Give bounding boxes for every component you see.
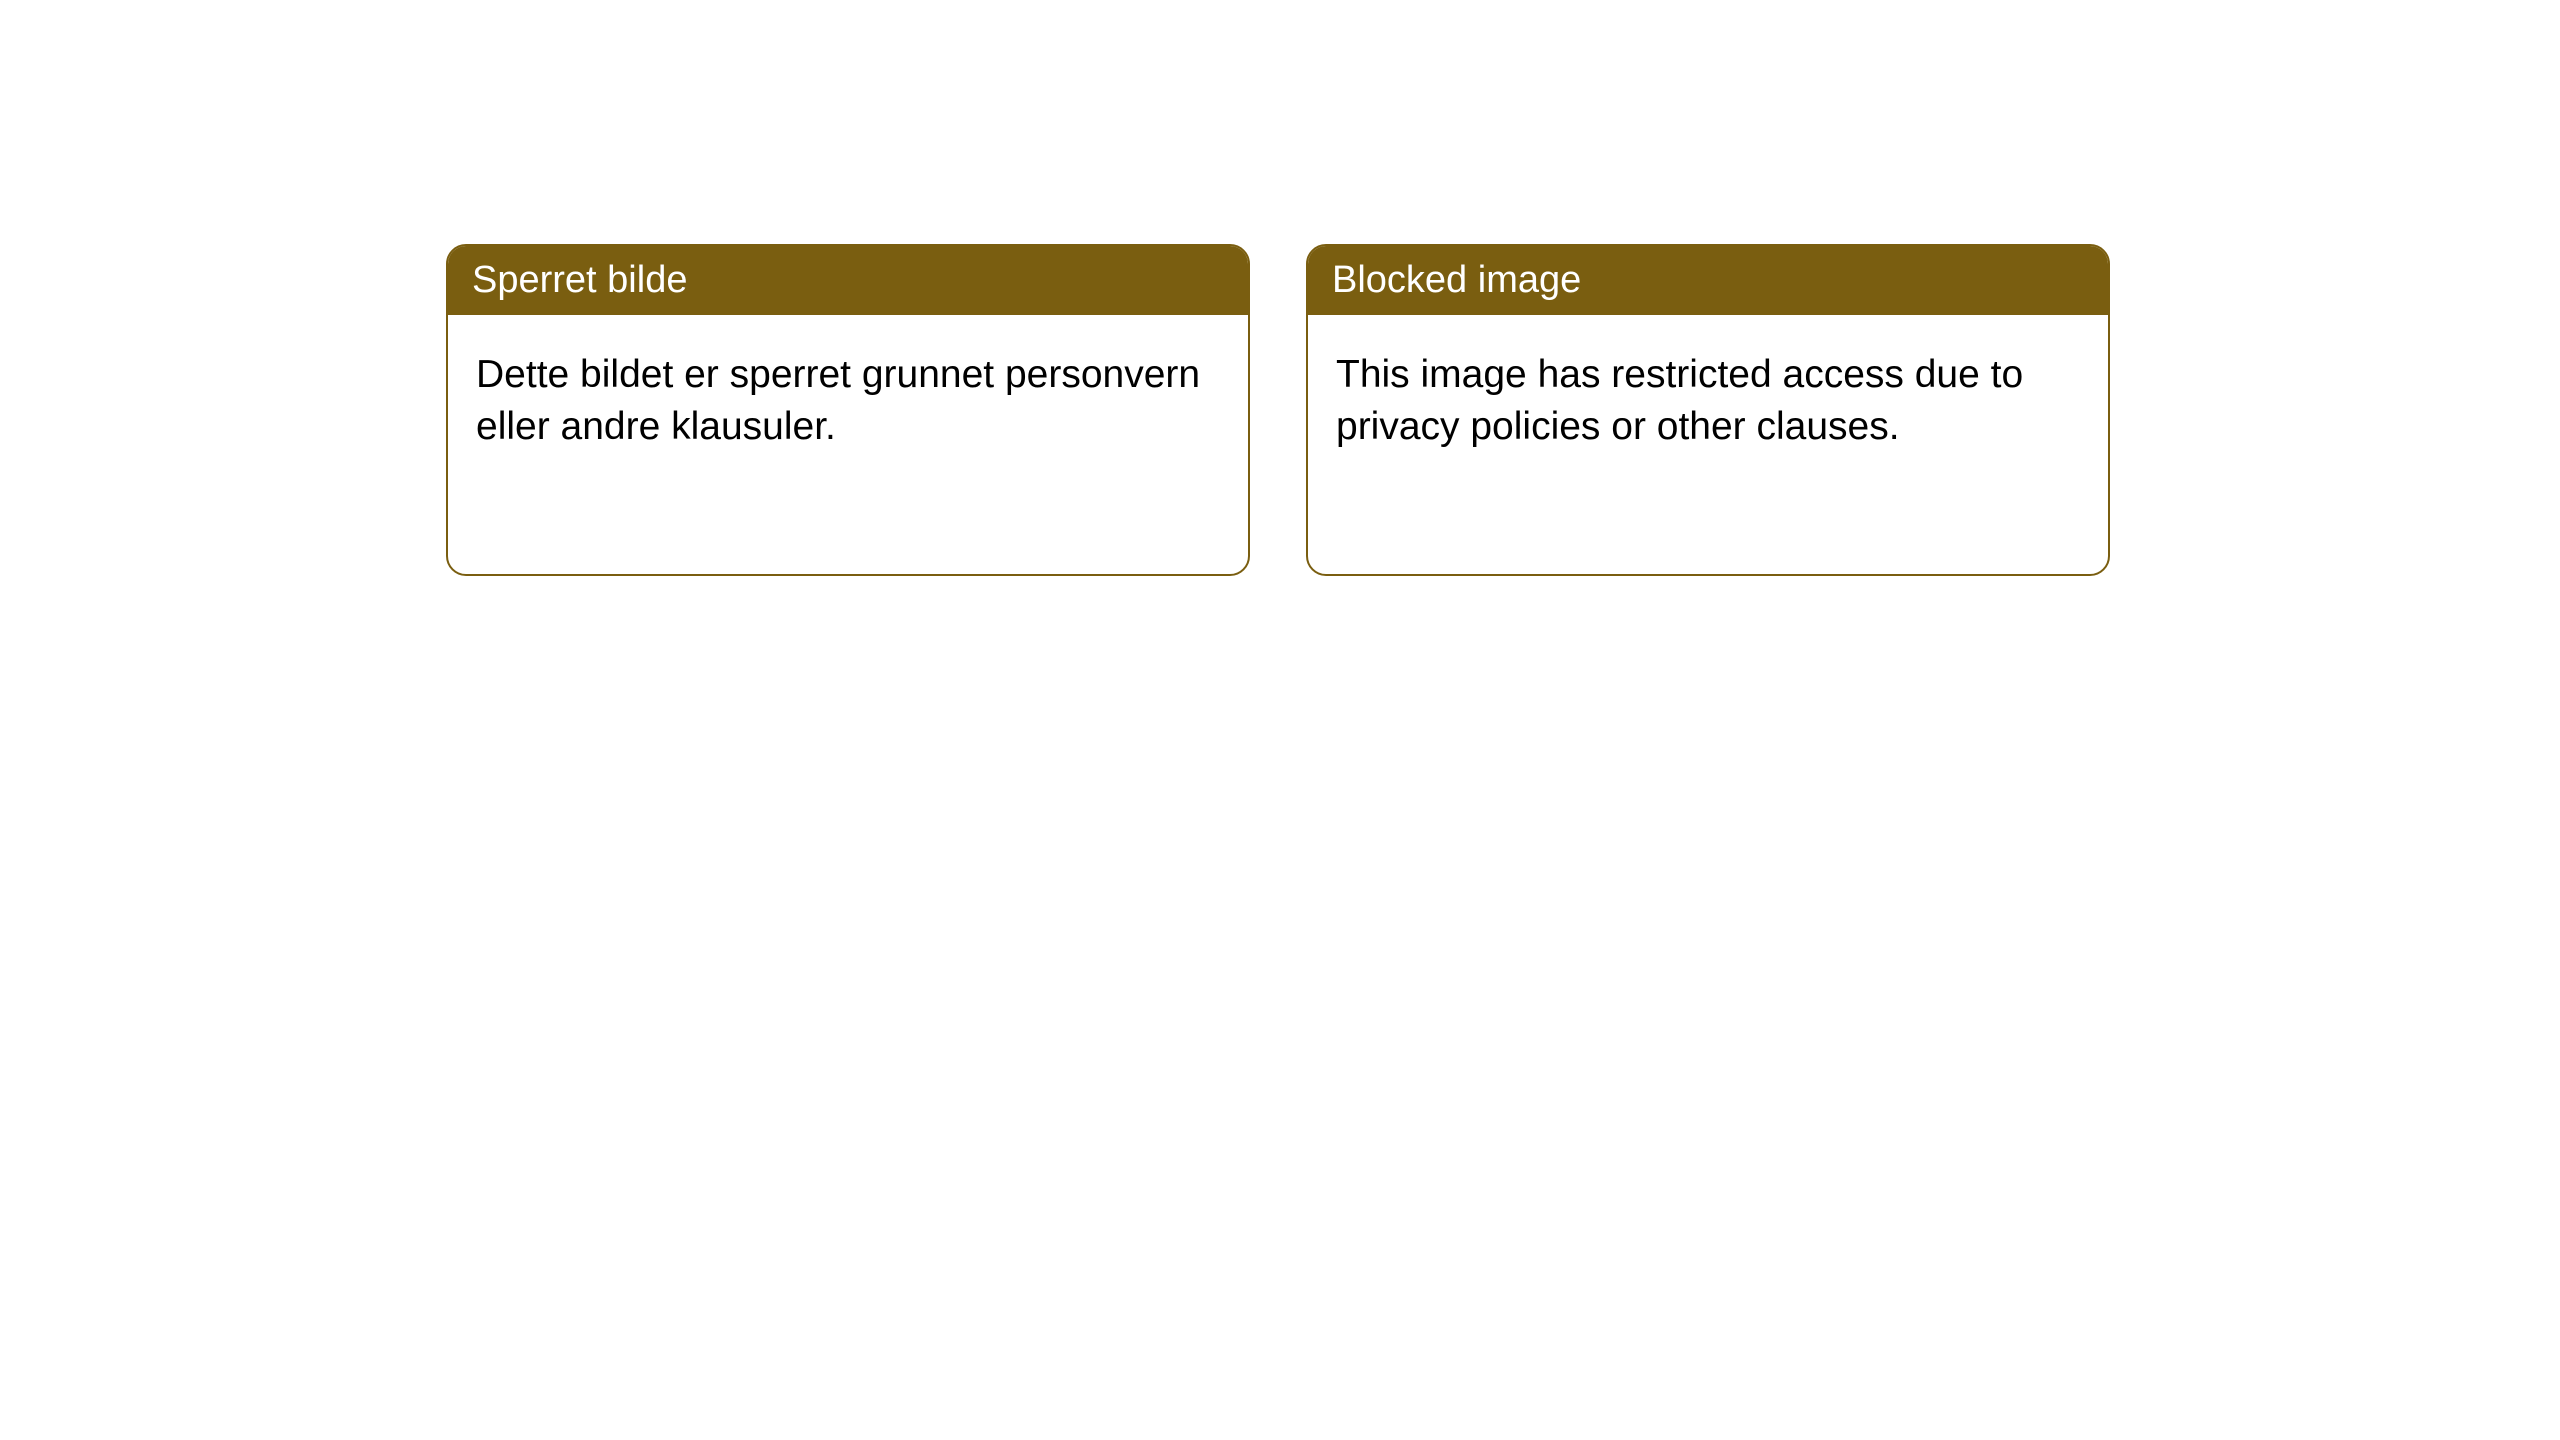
card-title-en: Blocked image: [1308, 246, 2108, 315]
card-body-no: Dette bildet er sperret grunnet personve…: [448, 315, 1248, 480]
blocked-image-card-en: Blocked image This image has restricted …: [1306, 244, 2110, 576]
card-title-no: Sperret bilde: [448, 246, 1248, 315]
card-body-en: This image has restricted access due to …: [1308, 315, 2108, 480]
notice-cards-container: Sperret bilde Dette bildet er sperret gr…: [0, 0, 2560, 576]
blocked-image-card-no: Sperret bilde Dette bildet er sperret gr…: [446, 244, 1250, 576]
